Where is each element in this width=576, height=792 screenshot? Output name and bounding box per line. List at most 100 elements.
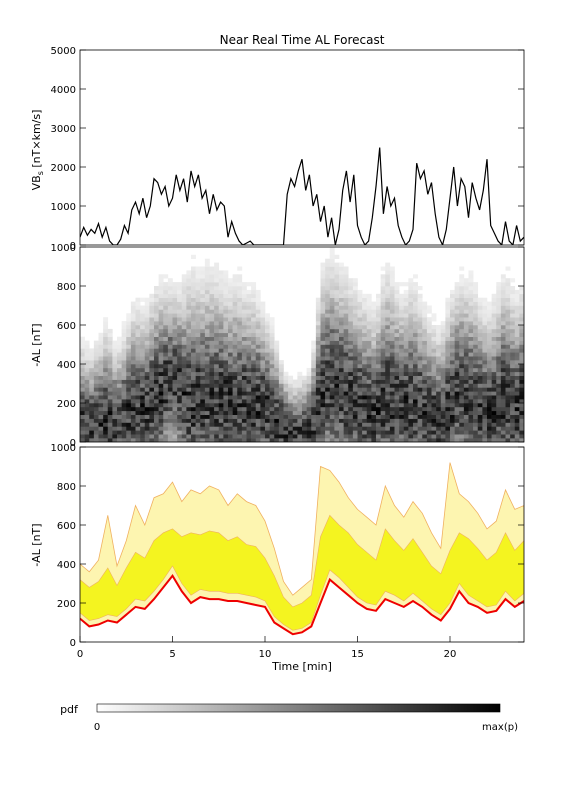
heatmap-cell xyxy=(251,325,257,330)
heatmap-cell xyxy=(362,340,368,345)
heatmap-cell xyxy=(84,371,90,376)
heatmap-cell xyxy=(200,434,206,439)
heatmap-cell xyxy=(325,414,331,419)
heatmap-cell xyxy=(98,395,104,400)
heatmap-cell xyxy=(426,395,432,400)
heatmap-cell xyxy=(269,321,275,326)
heatmap-cell xyxy=(505,297,511,302)
heatmap-cell xyxy=(237,438,243,442)
heatmap-cell xyxy=(500,399,506,404)
heatmap-cell xyxy=(172,379,178,384)
heatmap-cell xyxy=(389,286,395,291)
heatmap-cell xyxy=(93,430,99,435)
heatmap-cell xyxy=(204,352,210,357)
heatmap-cell xyxy=(130,414,136,419)
y-tick-label: 400 xyxy=(57,560,76,571)
heatmap-cell xyxy=(278,375,284,380)
heatmap-cell xyxy=(154,395,159,400)
heatmap-cell xyxy=(218,270,224,275)
heatmap-cell xyxy=(232,282,238,287)
heatmap-cell xyxy=(413,344,418,349)
heatmap-cell xyxy=(84,403,90,408)
heatmap-cell xyxy=(371,387,377,392)
heatmap-cell xyxy=(98,340,104,345)
heatmap-cell xyxy=(399,434,405,439)
heatmap-cell xyxy=(130,395,136,400)
heatmap-cell xyxy=(241,282,247,287)
heatmap-cell xyxy=(144,325,150,330)
heatmap-cell xyxy=(473,282,479,287)
heatmap-cell xyxy=(496,286,502,291)
heatmap-cell xyxy=(362,356,368,361)
heatmap-cell xyxy=(450,406,455,412)
heatmap-cell xyxy=(366,332,372,337)
heatmap-cell xyxy=(325,426,331,431)
heatmap-cell xyxy=(209,348,215,353)
heatmap-cell xyxy=(200,321,206,326)
heatmap-cell xyxy=(204,367,210,373)
heatmap-cell xyxy=(200,286,206,291)
heatmap-cell xyxy=(343,328,349,334)
heatmap-cell xyxy=(519,336,524,341)
heatmap-cell xyxy=(496,293,502,298)
heatmap-cell xyxy=(98,348,104,353)
heatmap-cell xyxy=(121,375,127,380)
heatmap-cell xyxy=(214,356,220,361)
heatmap-cell xyxy=(223,387,229,392)
heatmap-cell xyxy=(385,309,391,314)
y-tick-label: 1000 xyxy=(51,202,76,213)
heatmap-cell xyxy=(274,371,280,376)
heatmap-cell xyxy=(417,387,423,392)
heatmap-cell xyxy=(519,375,524,380)
heatmap-cell xyxy=(413,414,418,419)
heatmap-cell xyxy=(487,434,492,439)
heatmap-cell xyxy=(463,352,469,357)
heatmap-cell xyxy=(477,379,483,384)
heatmap-cell xyxy=(491,375,497,380)
heatmap-cell xyxy=(445,371,451,376)
heatmap-cell xyxy=(505,422,511,427)
heatmap-cell xyxy=(191,410,196,415)
heatmap-cell xyxy=(463,399,469,404)
heatmap-cell xyxy=(232,364,238,369)
heatmap-cell xyxy=(186,422,192,427)
heatmap-cell xyxy=(389,399,395,404)
heatmap-cell xyxy=(278,410,284,415)
heatmap-cell xyxy=(463,422,469,427)
heatmap-cell xyxy=(487,438,492,442)
heatmap-cell xyxy=(500,364,506,369)
heatmap-cell xyxy=(436,328,442,334)
heatmap-cell xyxy=(500,387,506,392)
heatmap-cell xyxy=(431,426,437,431)
heatmap-cell xyxy=(246,348,252,353)
heatmap-cell xyxy=(417,286,423,291)
heatmap-cell xyxy=(181,352,187,357)
heatmap-cell xyxy=(394,426,400,431)
heatmap-cell xyxy=(343,325,349,330)
heatmap-cell xyxy=(195,406,201,412)
heatmap-cell xyxy=(389,317,395,322)
heatmap-cell xyxy=(80,336,85,341)
heatmap-cell xyxy=(89,375,95,380)
heatmap-cell xyxy=(487,352,492,357)
heatmap-cell xyxy=(394,371,400,376)
heatmap-cell xyxy=(209,438,215,442)
heatmap-cell xyxy=(149,387,155,392)
heatmap-cell xyxy=(389,328,395,334)
heatmap-cell xyxy=(228,332,233,337)
heatmap-cell xyxy=(417,422,423,427)
heatmap-cell xyxy=(288,438,294,442)
heatmap-cell xyxy=(394,395,400,400)
heatmap-cell xyxy=(389,430,395,435)
heatmap-cell xyxy=(112,367,118,373)
heatmap-cell xyxy=(348,317,354,322)
heatmap-cell xyxy=(491,399,497,404)
heatmap-cell xyxy=(385,406,391,412)
heatmap-cell xyxy=(181,325,187,330)
heatmap-cell xyxy=(454,356,460,361)
heatmap-cell xyxy=(445,379,451,384)
heatmap-cell xyxy=(297,371,303,376)
heatmap-cell xyxy=(181,340,187,345)
y-tick-label: 0 xyxy=(70,438,76,449)
heatmap-cell xyxy=(496,414,502,419)
